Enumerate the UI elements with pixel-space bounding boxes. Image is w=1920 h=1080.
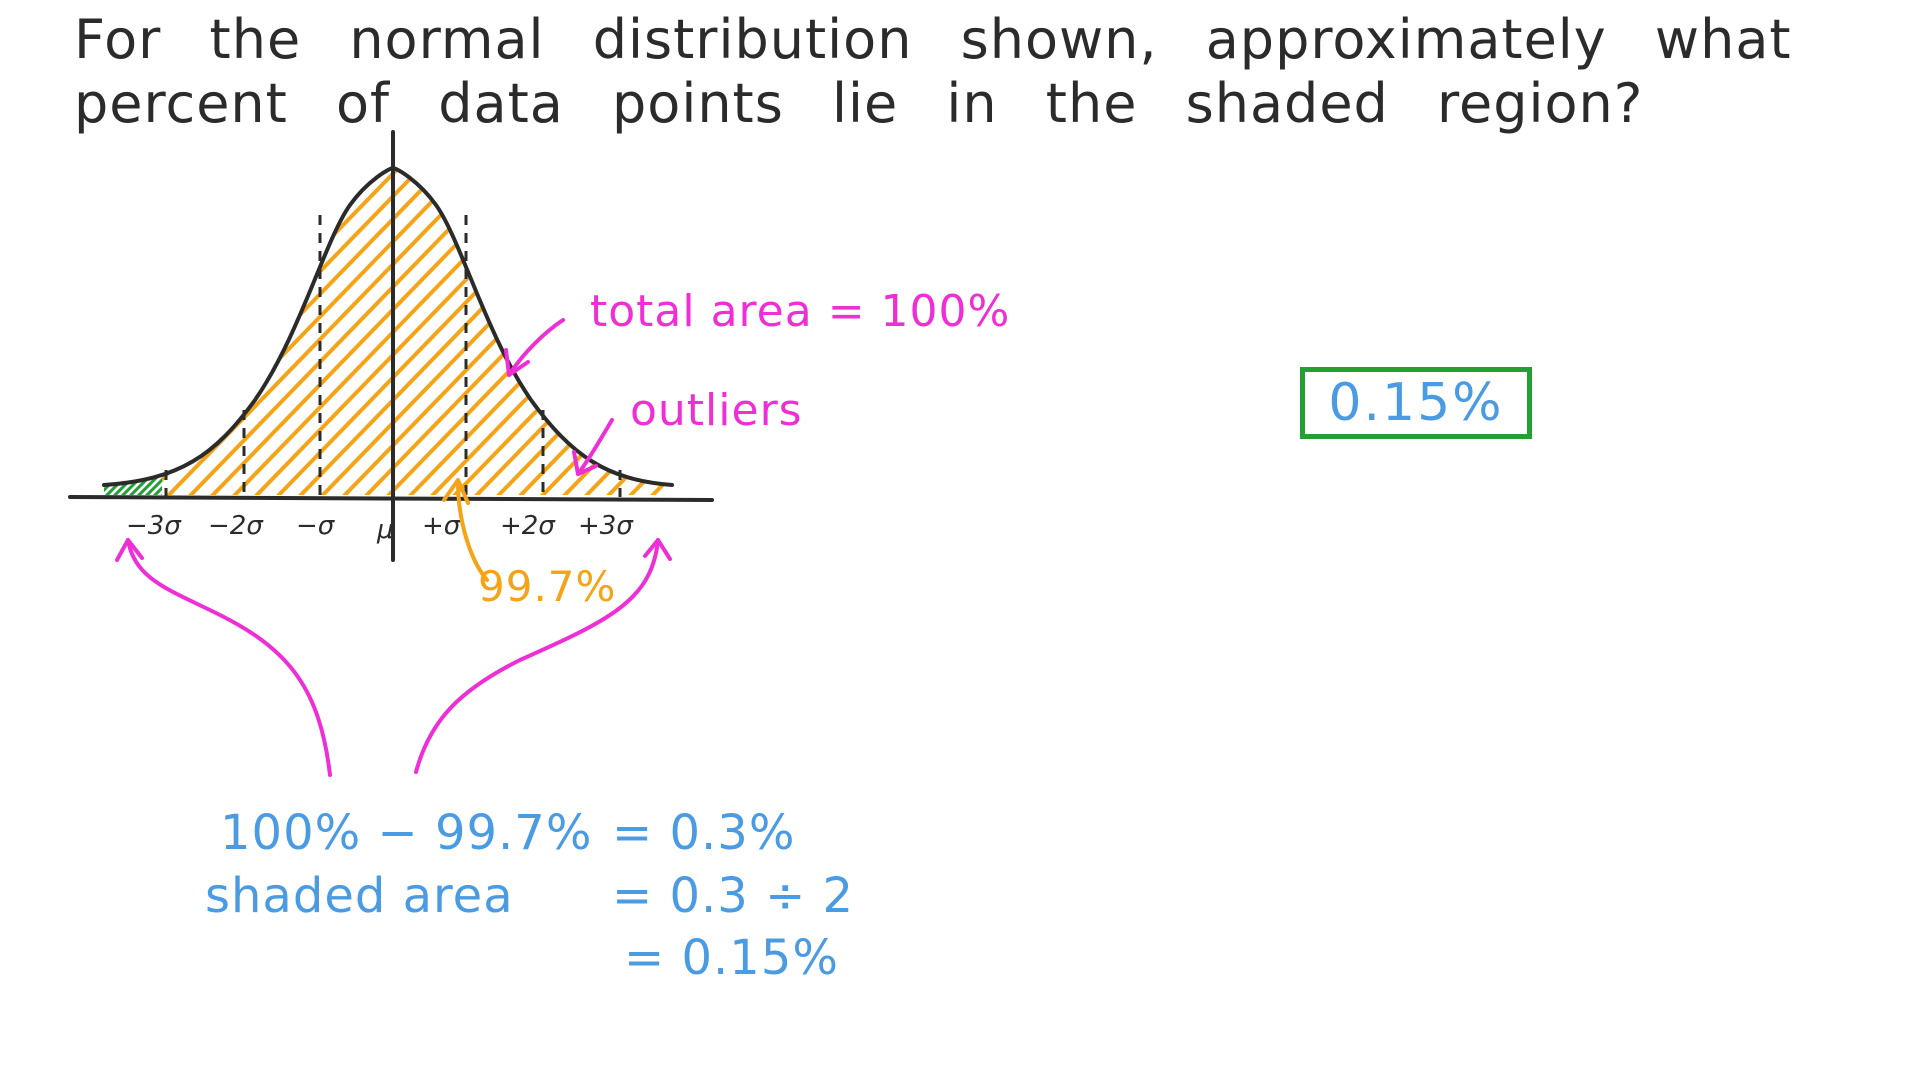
question-line-1: For the normal distribution shown, appro… — [74, 8, 1792, 71]
tick-label-mean: μ — [376, 515, 394, 545]
hatch-stroke — [0, 150, 86, 500]
hatch-stroke — [0, 150, 20, 500]
left-tail-arrowhead — [115, 538, 144, 562]
right-tail-arrowhead — [643, 538, 672, 561]
hatch-stroke — [206, 168, 550, 495]
working-line-1-left: 100% − 99.7% — [220, 805, 593, 861]
hatch-stroke — [104, 168, 264, 495]
hatch-stroke — [184, 168, 528, 495]
question-text: For the normal distribution shown, appro… — [74, 8, 1854, 136]
hatch-stroke — [104, 168, 176, 495]
hatch-stroke — [228, 168, 572, 495]
left-tail-arrow — [126, 538, 332, 777]
outliers-arrowhead — [572, 450, 598, 476]
hatch-stroke — [104, 168, 440, 495]
total-area-arrow — [507, 318, 565, 377]
total-area-arrowhead — [504, 348, 530, 377]
hatch-stroke — [0, 150, 64, 500]
tick-label-plus-1sd: +σ — [422, 511, 462, 541]
sigma-dashed-lines — [164, 215, 622, 497]
hatch-stroke — [104, 168, 242, 495]
hatch-stroke — [104, 168, 396, 495]
working-line-2-left: shaded area — [205, 868, 514, 924]
final-answer-value: 0.15% — [1328, 373, 1504, 433]
bell-curve — [102, 165, 674, 487]
hatch-stroke — [104, 168, 132, 495]
tick-label-plus-3sd: +3σ — [578, 511, 634, 541]
final-answer-box: 0.15% — [1300, 367, 1532, 439]
orange-arrow — [442, 478, 489, 582]
working-line-1-right: = 0.3% — [612, 805, 796, 861]
hatch-stroke — [140, 168, 484, 495]
hatch-stroke — [104, 168, 154, 495]
axis-tick-labels: −3σ −2σ −σ μ +σ +2σ +3σ — [126, 511, 634, 545]
pink-arrows — [115, 318, 672, 777]
hatch-stroke — [0, 150, 42, 500]
outliers-arrow — [576, 418, 614, 476]
right-tail-arrow — [414, 538, 660, 774]
hatch-stroke — [104, 168, 220, 495]
hatch-stroke — [104, 168, 418, 495]
outliers-annotation: outliers — [630, 385, 803, 436]
within-3sd-annotation: 99.7% — [478, 562, 617, 611]
within-3sd-arrow — [456, 480, 489, 582]
tick-label-minus-3sd: −3σ — [126, 511, 182, 541]
question-line-2: percent of data points lie in the shaded… — [74, 72, 1644, 135]
tick-label-minus-1sd: −σ — [296, 511, 336, 541]
total-area-annotation: total area = 100% — [590, 286, 1011, 337]
hatch-stroke — [104, 168, 110, 495]
hatch-stroke — [104, 168, 286, 495]
working-line-3-right: = 0.15% — [624, 930, 839, 986]
hatch-stroke — [104, 168, 198, 495]
within-3sd-arrowhead — [442, 478, 470, 505]
hatch-stroke-green — [140, 470, 162, 495]
hatch-stroke — [104, 168, 352, 495]
working-line-2-right: = 0.3 ÷ 2 — [612, 868, 855, 924]
tick-label-plus-2sd: +2σ — [500, 511, 556, 541]
hatch-stroke — [272, 168, 616, 495]
tick-label-minus-2sd: −2σ — [208, 511, 264, 541]
hatch-stroke — [118, 168, 462, 495]
hatch-stroke — [250, 168, 594, 495]
